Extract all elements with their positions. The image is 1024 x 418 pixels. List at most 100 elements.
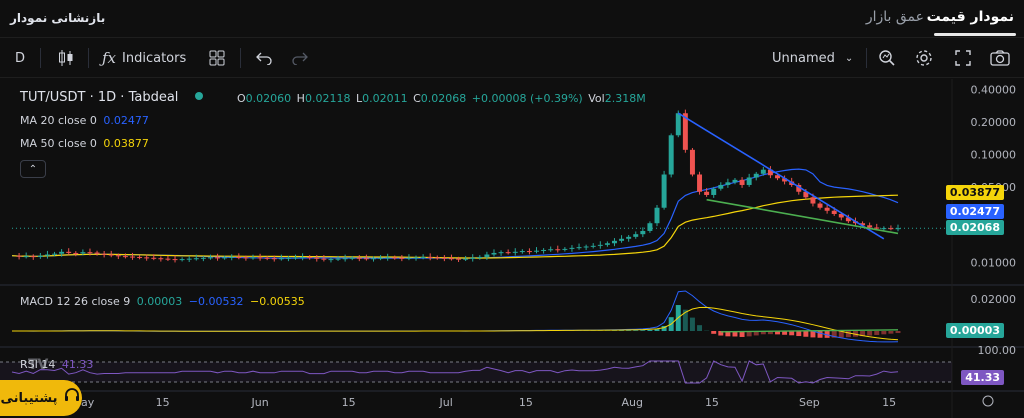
candle-body — [817, 203, 823, 208]
redo-icon[interactable] — [290, 46, 310, 70]
collapse-legend-button[interactable]: ⌃ — [20, 160, 46, 178]
candle-body — [427, 256, 433, 258]
interval-button[interactable]: D — [14, 50, 25, 66]
candle-body — [739, 179, 745, 185]
chart-grid — [0, 79, 1024, 418]
ma50-value: 0.03877 — [103, 137, 149, 150]
time-tick-label: 15 — [882, 396, 896, 409]
candle-body — [52, 253, 58, 255]
candle-body — [463, 258, 469, 260]
top-bar: بازنشانی نمودار نمودار قیمت عمق بازار — [0, 0, 1024, 38]
time-tick-label: Aug — [621, 396, 642, 409]
candle-body — [207, 257, 213, 259]
indicators-button[interactable]: ƒx Indicators — [102, 46, 198, 70]
candle-body — [151, 257, 157, 259]
candle-body — [108, 254, 114, 256]
macd-histogram-bar — [845, 331, 851, 338]
camera-icon[interactable] — [988, 46, 1012, 70]
candle-body — [215, 257, 221, 259]
ma20-legend[interactable]: MA 20 close 0 0.02477 — [20, 114, 149, 127]
candle-body — [838, 213, 844, 218]
candle-body — [633, 234, 639, 237]
candle-body — [200, 257, 206, 259]
fullscreen-icon[interactable] — [952, 46, 974, 70]
candle-body — [682, 113, 688, 150]
rsi-value: 41.33 — [61, 358, 94, 371]
indicators-label: Indicators — [122, 50, 187, 66]
time-tick-label: 15 — [519, 396, 533, 409]
macd-histogram-bar — [796, 331, 802, 337]
time-tick-label: 15 — [156, 396, 170, 409]
candle-body — [328, 259, 334, 261]
candle-body — [505, 252, 511, 254]
candle-body — [640, 230, 646, 235]
last-price-label: 0.02068 — [945, 220, 1004, 235]
market-open-dot — [194, 92, 203, 100]
candle-body — [746, 177, 752, 185]
candles-icon[interactable] — [56, 46, 76, 70]
volume-label: Vol — [588, 92, 605, 105]
macd-legend[interactable]: MACD 12 26 close 9 0.00003 −0.00532 −0.0… — [20, 295, 305, 308]
ohlc-legend: O0.02060 H0.02118 L0.02011 C0.02068 +0.0… — [237, 92, 646, 105]
macd-histogram-bar — [718, 331, 724, 336]
candle-body — [760, 169, 766, 174]
ma50-legend[interactable]: MA 50 close 0 0.03877 — [20, 137, 149, 150]
candle-body — [250, 257, 256, 259]
price-tick-label: 0.01000 — [971, 256, 1017, 269]
tab-price-chart[interactable]: نمودار قیمت — [926, 9, 1014, 25]
quick-search-icon[interactable] — [876, 46, 898, 70]
macd-histogram-bar — [895, 331, 901, 334]
candle-body — [44, 254, 50, 256]
settings-gear-icon[interactable] — [913, 46, 935, 70]
candle-body — [172, 259, 178, 261]
undo-icon[interactable] — [254, 46, 274, 70]
price-tick-label: 0.40000 — [971, 83, 1017, 96]
reset-chart-button[interactable]: بازنشانی نمودار — [10, 11, 106, 25]
candle-body — [526, 251, 532, 253]
layouts-grid-icon[interactable] — [207, 46, 227, 70]
toolbar-divider — [866, 48, 867, 68]
candle-body — [803, 191, 809, 198]
macd-histogram-bar — [682, 309, 688, 331]
candle-body — [307, 256, 313, 258]
macd-signal-value: −0.00535 — [250, 295, 305, 308]
candles-group — [16, 109, 901, 263]
macd-pane — [12, 290, 901, 343]
candle-body — [484, 254, 490, 257]
candle-body — [555, 249, 561, 251]
candle-body — [179, 259, 185, 261]
chart-area[interactable]: 0.400000.200000.100000.050000.010000.020… — [0, 79, 1024, 418]
chart-canvas[interactable]: 0.400000.200000.100000.050000.010000.020… — [0, 79, 1024, 418]
candle-body — [548, 249, 554, 251]
support-button[interactable]: پشتیبانی — [0, 380, 82, 416]
rsi-line — [11, 360, 899, 384]
candle-body — [363, 258, 369, 260]
candle-body — [611, 240, 617, 244]
layout-name: Unnamed — [772, 50, 835, 66]
candle-body — [314, 257, 320, 259]
ma20-label: MA 20 close 0 — [20, 114, 97, 127]
candle-body — [619, 238, 625, 241]
macd-histogram-bar — [711, 331, 717, 334]
candle-body — [491, 252, 497, 255]
candle-body — [392, 257, 398, 259]
volume-value: 2.318M — [604, 92, 646, 105]
axes-group: 0.400000.200000.100000.050000.010000.020… — [28, 83, 1016, 409]
candle-body — [271, 258, 277, 260]
candle-body — [654, 207, 660, 224]
candle-body — [356, 257, 362, 259]
tab-market-depth[interactable]: عمق بازار — [865, 9, 924, 25]
chevron-down-icon: ⌄ — [844, 52, 854, 64]
ma50-price-label: 0.03877 — [945, 185, 1004, 200]
macd-histogram-bar — [732, 331, 738, 337]
candle-body — [165, 258, 171, 260]
ma50-label: MA 50 close 0 — [20, 137, 97, 150]
open-value: 0.02060 — [245, 92, 292, 105]
price-tick-label: 0.20000 — [971, 116, 1017, 129]
candle-body — [753, 173, 759, 178]
candle-body — [73, 252, 79, 254]
close-value: 0.02068 — [420, 92, 467, 105]
layout-name-button[interactable]: Unnamed ⌄ — [772, 46, 862, 70]
rsi-legend[interactable]: RSI 14 41.33 — [20, 358, 93, 371]
candle-body — [222, 257, 228, 259]
